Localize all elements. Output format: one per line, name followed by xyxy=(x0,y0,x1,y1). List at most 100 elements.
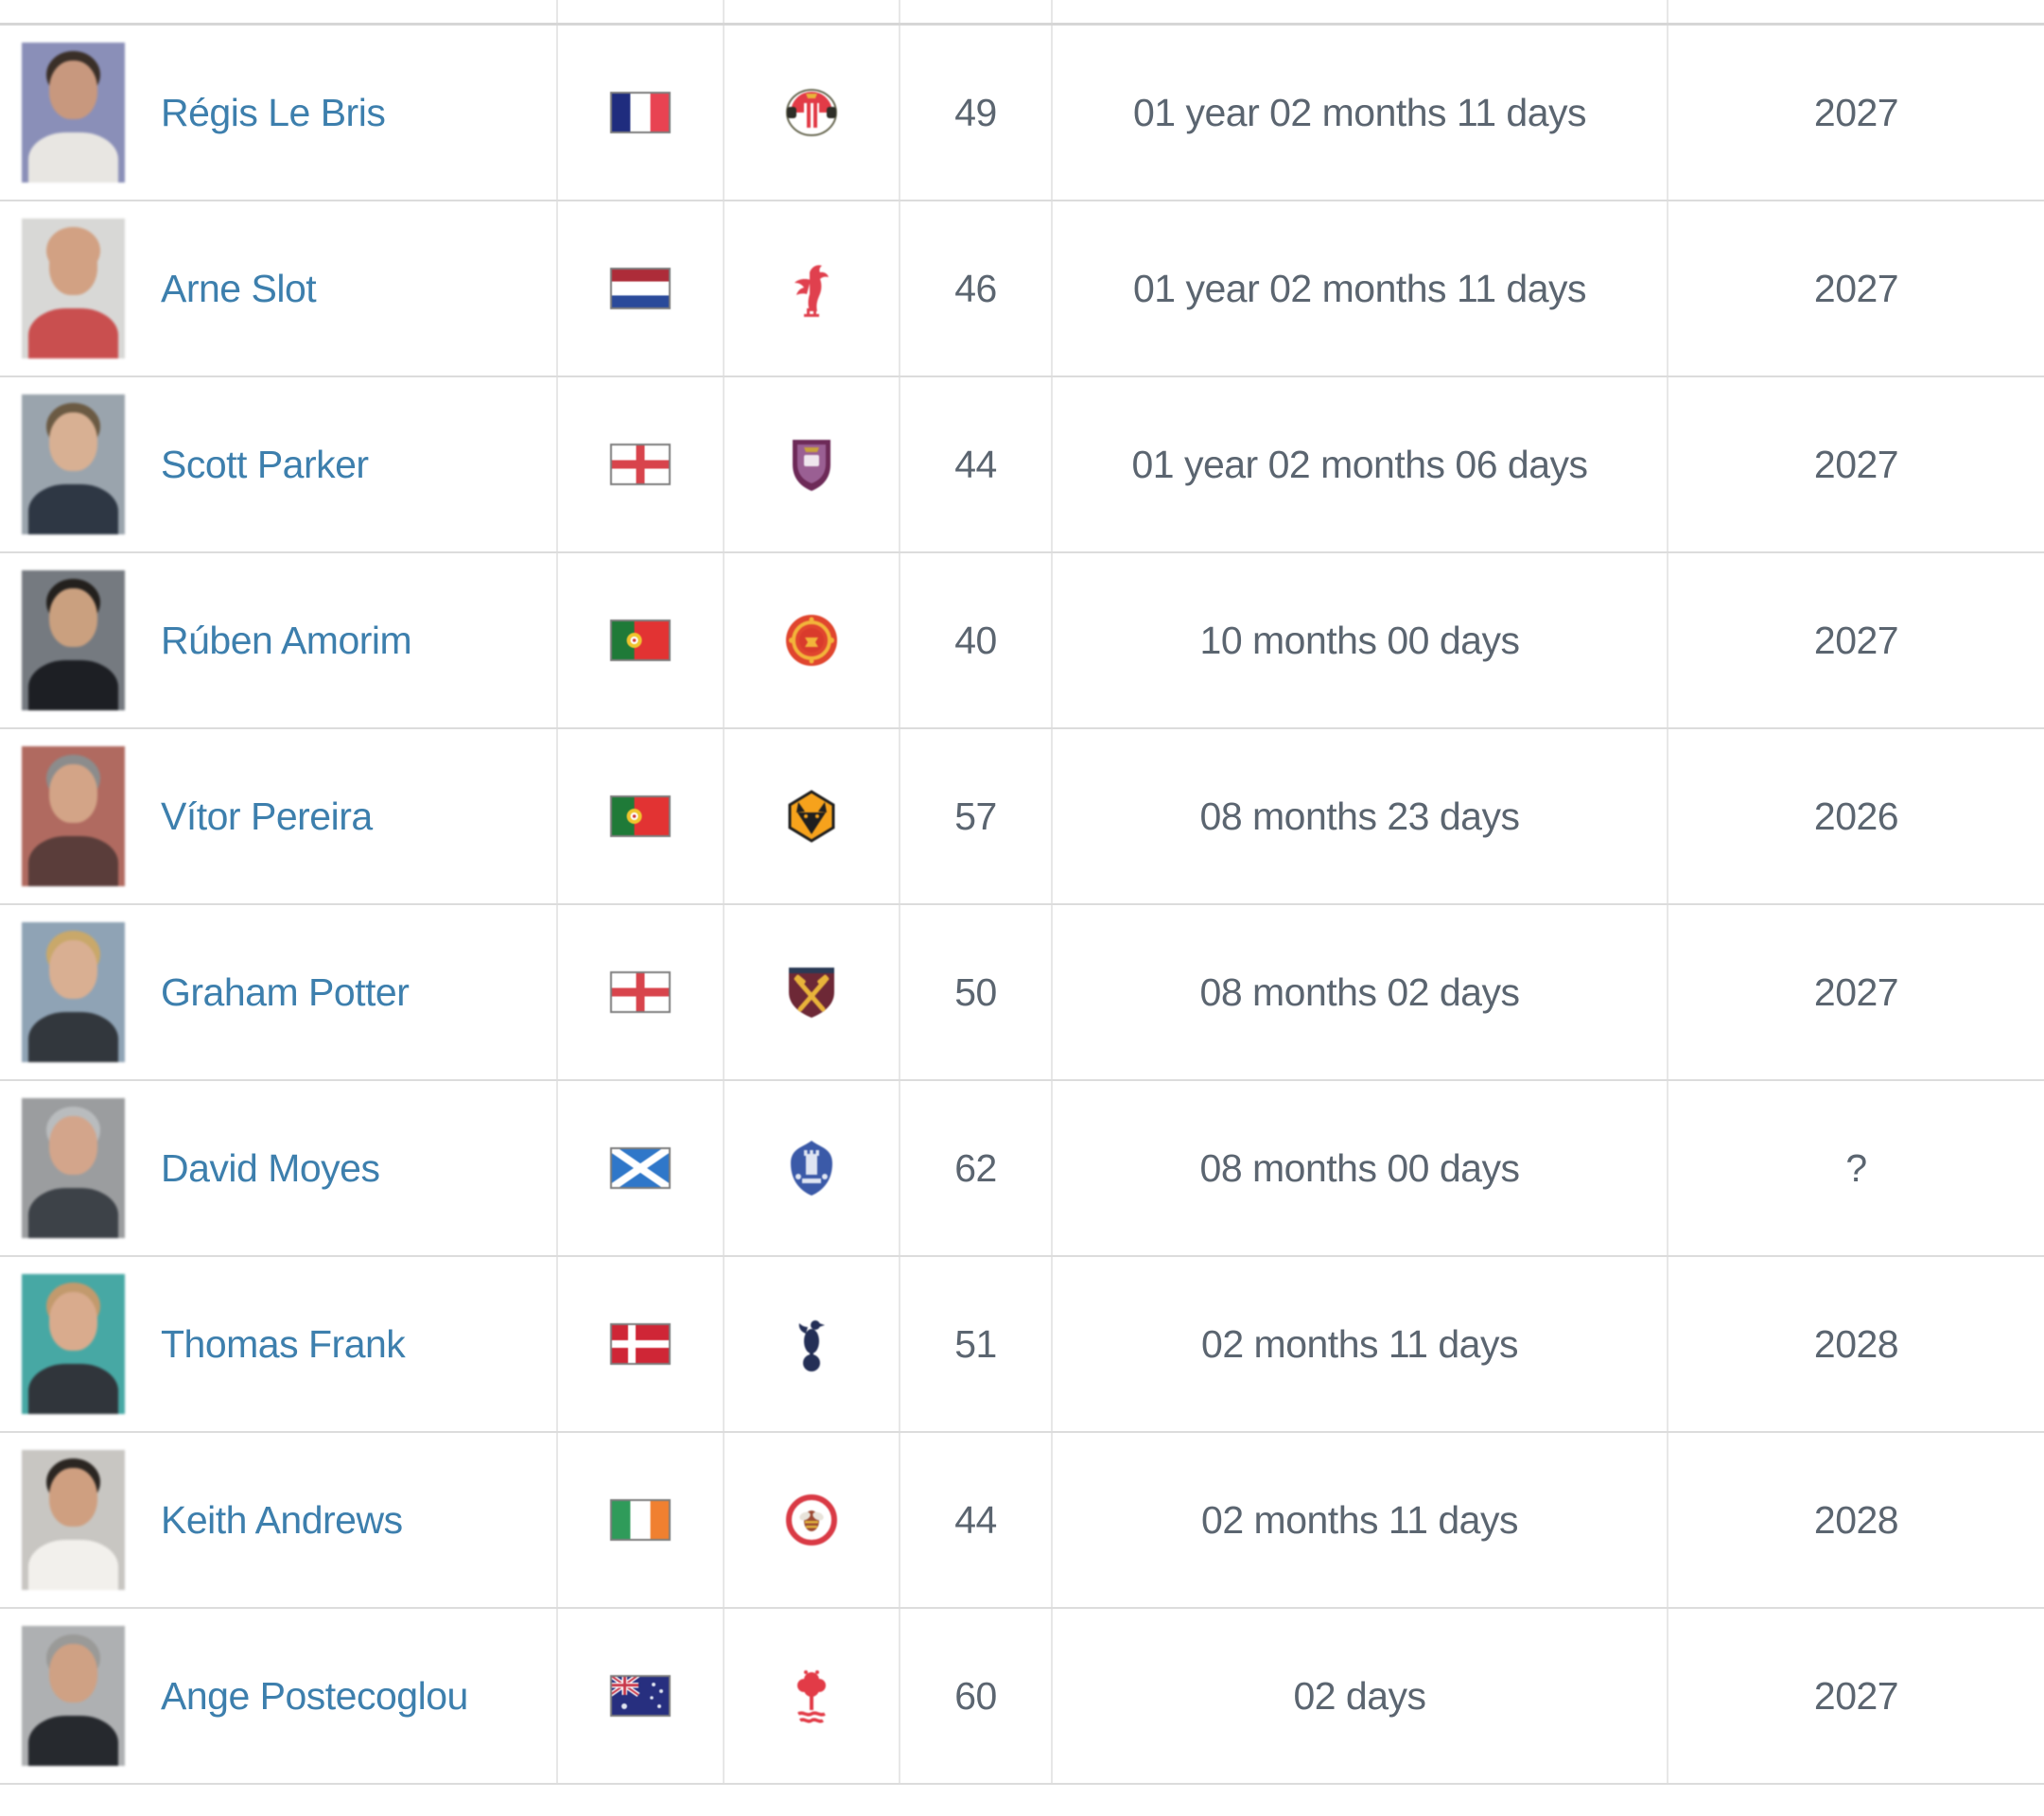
manager-name-link[interactable]: Thomas Frank xyxy=(161,1321,406,1366)
nationality-cell xyxy=(558,905,725,1079)
manager-photo[interactable] xyxy=(22,1274,125,1414)
manager-name-link[interactable]: Graham Potter xyxy=(161,969,410,1014)
manager-photo[interactable] xyxy=(22,1098,125,1238)
portugal-flag-icon xyxy=(610,620,671,661)
france-flag-icon xyxy=(610,92,671,133)
england-flag-icon xyxy=(610,444,671,485)
manager-name-link[interactable]: Vítor Pereira xyxy=(161,794,373,838)
table-row: Graham Potter 50 08 months 02 days 2027 xyxy=(0,905,2044,1081)
manager-cell: Rúben Amorim xyxy=(0,553,558,727)
contract-until-value: 2027 xyxy=(1813,90,1899,134)
age-value: 44 xyxy=(900,1433,1053,1607)
contract-until-value: 2027 xyxy=(1813,442,1899,486)
manager-name-link[interactable]: Régis Le Bris xyxy=(161,90,386,134)
manager-photo[interactable] xyxy=(22,1626,125,1766)
nationality-cell xyxy=(558,1433,725,1607)
club-cell xyxy=(725,201,900,375)
contract-until-value: 2027 xyxy=(1813,618,1899,662)
table-row: Thomas Frank 51 02 months 11 days 2028 xyxy=(0,1257,2044,1433)
contract-until-value: 2028 xyxy=(1813,1497,1899,1542)
club-cell xyxy=(725,729,900,903)
nationality-cell xyxy=(558,201,725,375)
contract-until-value: ? xyxy=(1845,1145,1867,1190)
table-row: Ange Postecoglou 60 02 days 2027 xyxy=(0,1609,2044,1785)
manager-cell: Scott Parker xyxy=(0,377,558,551)
table-row: Vítor Pereira 57 08 months 23 days 2026 xyxy=(0,729,2044,905)
west-ham-club-badge-icon[interactable] xyxy=(787,964,836,1021)
age-value: 44 xyxy=(900,377,1053,551)
manager-cell: David Moyes xyxy=(0,1081,558,1255)
club-cell xyxy=(725,26,900,200)
club-cell xyxy=(725,1609,900,1783)
manager-cell: Graham Potter xyxy=(0,905,558,1079)
manager-name-link[interactable]: Keith Andrews xyxy=(161,1497,403,1542)
manager-cell: Thomas Frank xyxy=(0,1257,558,1431)
age-value: 60 xyxy=(900,1609,1053,1783)
manager-photo[interactable] xyxy=(22,218,125,358)
manager-name-link[interactable]: Scott Parker xyxy=(161,442,369,486)
tenure-value: 08 months 00 days xyxy=(1053,1081,1668,1255)
tenure-value: 02 days xyxy=(1053,1609,1668,1783)
burnley-club-badge-icon[interactable] xyxy=(790,436,833,493)
tenure-value: 01 year 02 months 06 days xyxy=(1053,377,1668,551)
liverpool-club-badge-icon[interactable] xyxy=(791,259,832,318)
page-background xyxy=(0,1785,2044,1813)
contract-until-value: 2027 xyxy=(1813,1673,1899,1718)
table-row: Rúben Amorim 40 10 months 00 days 2027 xyxy=(0,553,2044,729)
manager-photo[interactable] xyxy=(22,1450,125,1590)
age-value: 51 xyxy=(900,1257,1053,1431)
age-value: 57 xyxy=(900,729,1053,903)
club-cell xyxy=(725,553,900,727)
tottenham-club-badge-icon[interactable] xyxy=(797,1315,826,1373)
manager-name-link[interactable]: Arne Slot xyxy=(161,266,317,310)
tenure-value: 02 months 11 days xyxy=(1053,1257,1668,1431)
manager-cell: Keith Andrews xyxy=(0,1433,558,1607)
manchester-united-club-badge-icon[interactable] xyxy=(784,613,839,668)
contract-until-value: 2028 xyxy=(1813,1321,1899,1366)
manager-photo[interactable] xyxy=(22,394,125,534)
tenure-value: 08 months 23 days xyxy=(1053,729,1668,903)
nationality-cell xyxy=(558,26,725,200)
table-row: Scott Parker 44 01 year 02 months 06 day… xyxy=(0,377,2044,553)
everton-club-badge-icon[interactable] xyxy=(789,1139,834,1197)
netherlands-flag-icon xyxy=(610,268,671,309)
tenure-value: 02 months 11 days xyxy=(1053,1433,1668,1607)
club-cell xyxy=(725,377,900,551)
scotland-flag-icon xyxy=(610,1147,671,1189)
wolves-club-badge-icon[interactable] xyxy=(786,790,837,843)
table-row: Arne Slot 46 01 year 02 months 11 days 2… xyxy=(0,201,2044,377)
table-row: David Moyes 62 08 months 00 days ? xyxy=(0,1081,2044,1257)
portugal-flag-icon xyxy=(610,795,671,837)
nationality-cell xyxy=(558,1609,725,1783)
nationality-cell xyxy=(558,1257,725,1431)
nationality-cell xyxy=(558,553,725,727)
brentford-club-badge-icon[interactable] xyxy=(786,1494,837,1545)
tenure-value: 10 months 00 days xyxy=(1053,553,1668,727)
nationality-cell xyxy=(558,729,725,903)
table-row-partial-top xyxy=(0,0,2044,26)
age-value: 49 xyxy=(900,26,1053,200)
england-flag-icon xyxy=(610,971,671,1013)
manager-photo[interactable] xyxy=(22,570,125,710)
age-value: 62 xyxy=(900,1081,1053,1255)
tenure-value: 01 year 02 months 11 days xyxy=(1053,201,1668,375)
nottingham-forest-club-badge-icon[interactable] xyxy=(795,1667,828,1725)
manager-photo[interactable] xyxy=(22,746,125,886)
manager-photo[interactable] xyxy=(22,922,125,1062)
club-cell xyxy=(725,1081,900,1255)
manager-cell: Arne Slot xyxy=(0,201,558,375)
age-value: 40 xyxy=(900,553,1053,727)
manager-name-link[interactable]: David Moyes xyxy=(161,1145,380,1190)
manager-name-link[interactable]: Rúben Amorim xyxy=(161,618,412,662)
age-value: 46 xyxy=(900,201,1053,375)
table-row: Régis Le Bris 49 01 year 02 months 11 da… xyxy=(0,26,2044,201)
manager-photo[interactable] xyxy=(22,43,125,183)
sunderland-club-badge-icon[interactable] xyxy=(785,88,838,137)
manager-cell: Régis Le Bris xyxy=(0,26,558,200)
manager-name-link[interactable]: Ange Postecoglou xyxy=(161,1673,468,1718)
manager-cell: Vítor Pereira xyxy=(0,729,558,903)
age-value: 50 xyxy=(900,905,1053,1079)
club-cell xyxy=(725,1257,900,1431)
nationality-cell xyxy=(558,377,725,551)
